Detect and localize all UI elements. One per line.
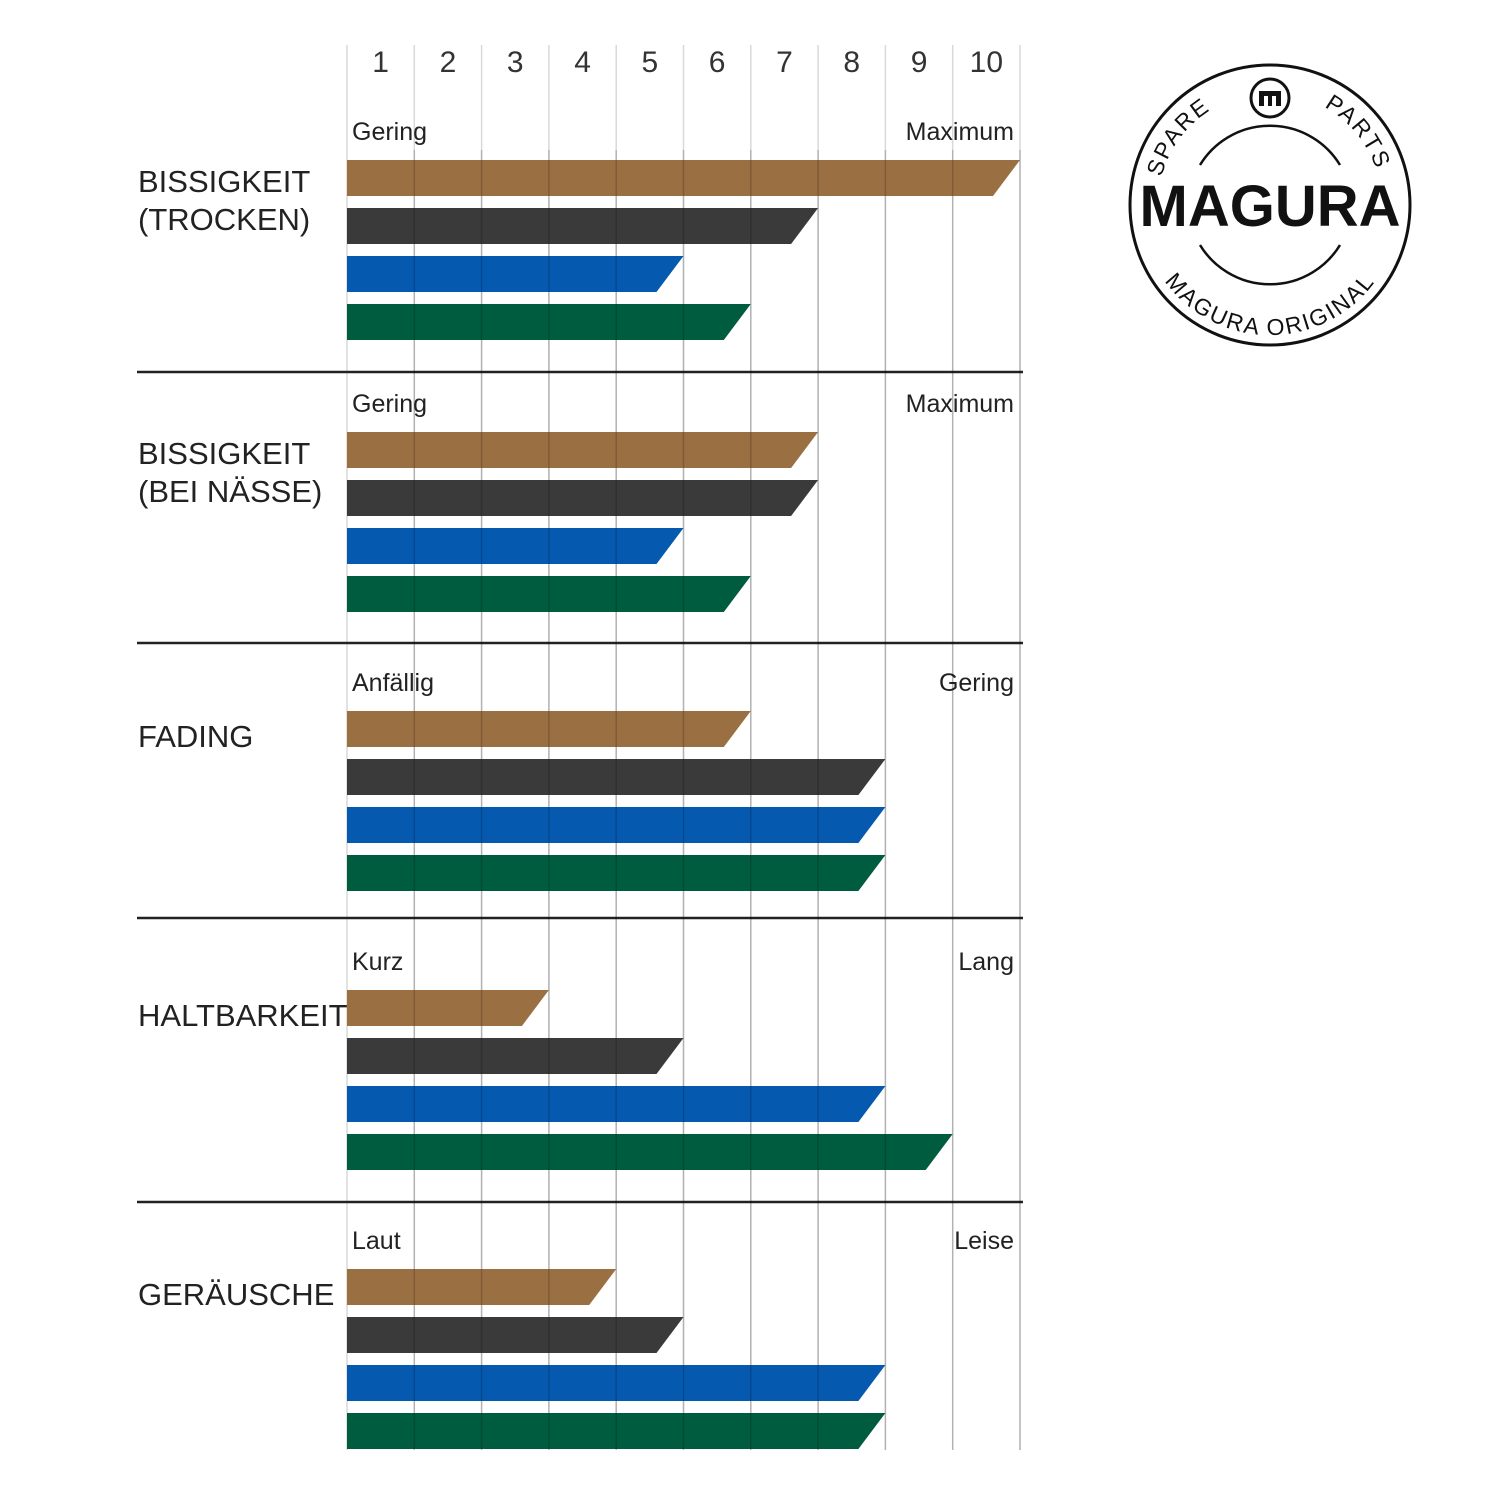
bar — [347, 528, 684, 564]
group-title-line: HALTBARKEIT — [138, 998, 348, 1033]
logo-inner-arc-top — [1198, 124, 1342, 166]
bar — [347, 1086, 886, 1122]
scale-left-label: Kurz — [352, 948, 403, 976]
magura-logo: SPARE PARTS MAGURA ORIGINAL MAGURA — [1128, 63, 1412, 347]
x-tick-label: 9 — [911, 46, 928, 79]
bar-groups: BISSIGKEIT(TROCKEN)Gering MaximumBISSIGKE… — [138, 118, 1020, 1449]
scale-left-label: Gering — [352, 390, 427, 418]
logo-ring-text-original: MAGURA ORIGINAL — [1160, 268, 1379, 341]
x-tick-label: 8 — [843, 46, 860, 79]
bar — [347, 432, 819, 468]
x-tick-label: 4 — [574, 46, 591, 79]
bar — [347, 1317, 684, 1353]
x-tick-label: 7 — [776, 46, 793, 79]
scale-right-label: Maximum — [906, 390, 1014, 418]
bar — [347, 576, 751, 612]
x-tick-label: 6 — [709, 46, 726, 79]
x-tick-labels: 1 2 3 4 5 6 7 8 9 10 — [372, 46, 1003, 79]
bar — [347, 256, 684, 292]
scale-left-label: Anfällig — [352, 669, 434, 697]
logo-wordmark: MAGURA — [1140, 174, 1401, 239]
scale-right-label: Leise — [954, 1227, 1014, 1255]
scale-right-label: Lang — [958, 948, 1014, 976]
x-tick-label: 10 — [970, 46, 1003, 79]
bar — [347, 1365, 886, 1401]
logo-ring-text-spare: SPARE — [1141, 92, 1214, 179]
bar — [347, 480, 819, 516]
magura-m-icon — [1249, 77, 1291, 119]
scale-right-label: Gering — [939, 669, 1014, 697]
bar — [347, 1413, 886, 1449]
x-tick-label: 5 — [642, 46, 659, 79]
grid-overlay — [413, 150, 1021, 1450]
bar-group: FADING Anfällig Gering — [138, 669, 1014, 891]
bar — [347, 759, 886, 795]
x-tick-label: 3 — [507, 46, 524, 79]
bar — [347, 160, 1020, 196]
group-title-line: GERÄUSCHE — [138, 1277, 334, 1312]
bar-group: BISSIGKEIT(BEI NÄSSE) Gering Maximum — [138, 390, 1014, 612]
bar — [347, 711, 751, 747]
bar — [347, 304, 751, 340]
bar — [347, 807, 886, 843]
group-title-line: BISSIGKEIT — [138, 164, 310, 199]
group-title-line: (BEI NÄSSE) — [138, 474, 322, 509]
x-tick-label: 1 — [372, 46, 389, 79]
logo-inner-arc-bottom — [1198, 244, 1342, 286]
grid-lines — [137, 45, 1023, 1450]
group-title-line: FADING — [138, 719, 253, 754]
group-title-line: BISSIGKEIT — [138, 436, 310, 471]
bar — [347, 1038, 684, 1074]
bar — [347, 990, 549, 1026]
bar-group: GERÄUSCHE Laut Leise — [138, 1227, 1014, 1449]
logo-outer-ring — [1128, 63, 1412, 347]
scale-left-label: Gering — [352, 118, 427, 146]
bar-group: BISSIGKEIT(TROCKEN) Gering Maximum — [138, 118, 1020, 340]
group-title-line: (TROCKEN) — [138, 202, 310, 237]
bar — [347, 855, 886, 891]
bar — [347, 1269, 617, 1305]
scale-right-label: Maximum — [906, 118, 1014, 146]
x-tick-label: 2 — [440, 46, 457, 79]
bar — [347, 1134, 953, 1170]
scale-left-label: Laut — [352, 1227, 401, 1255]
bar — [347, 208, 819, 244]
logo-ring-text-parts: PARTS — [1321, 89, 1396, 172]
